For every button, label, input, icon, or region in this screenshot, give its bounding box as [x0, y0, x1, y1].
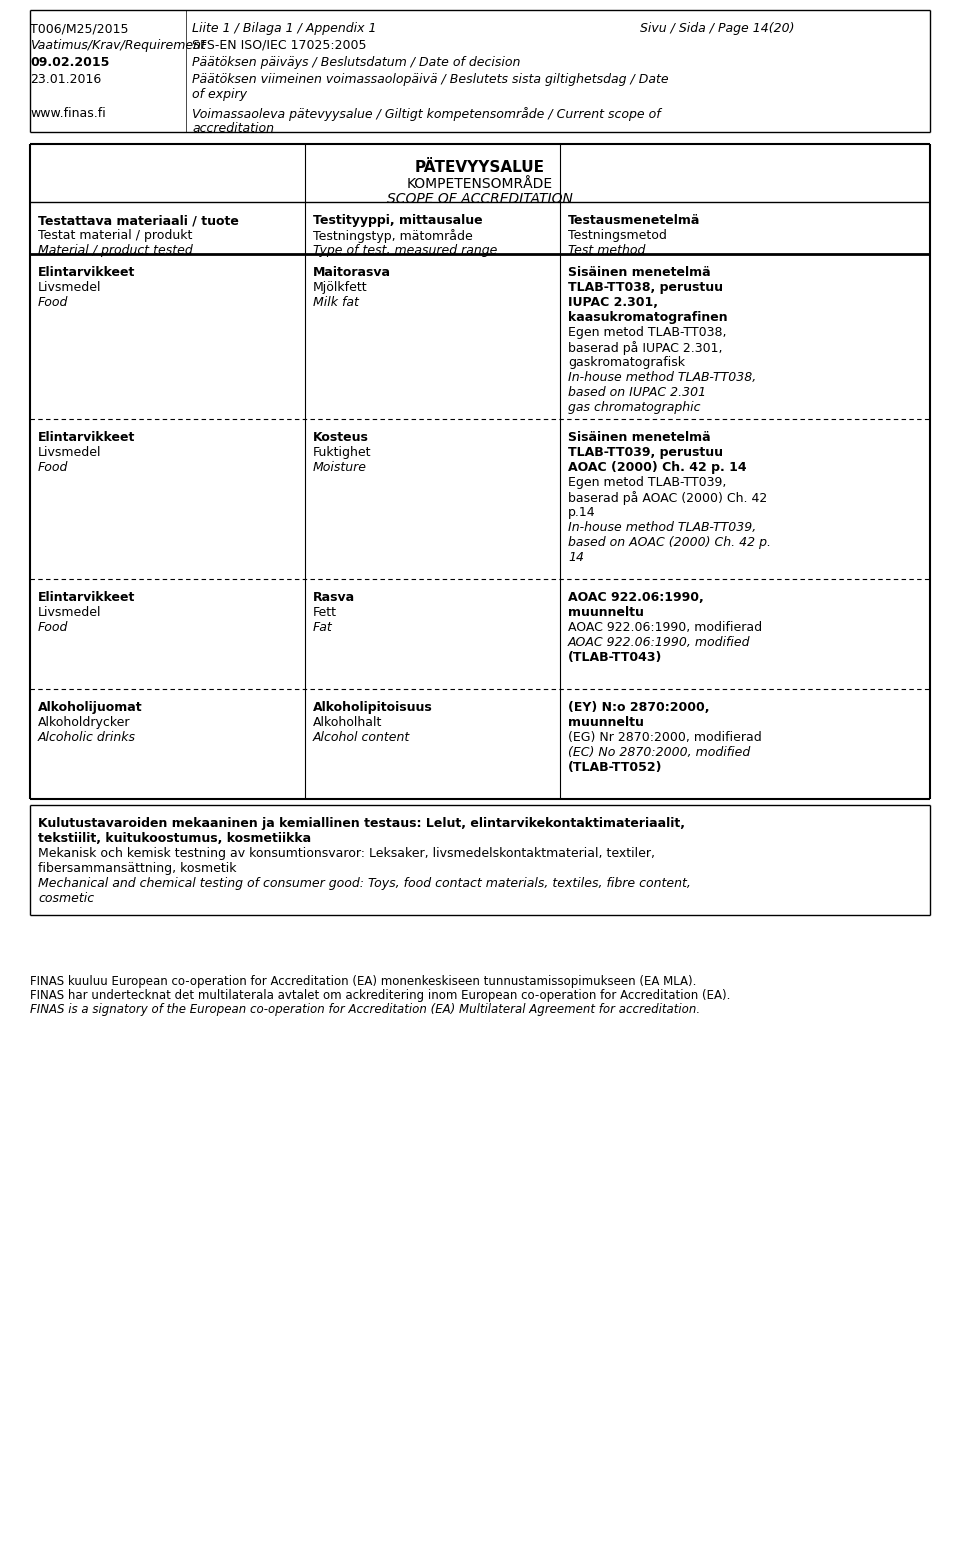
Text: AOAC (2000) Ch. 42 p. 14: AOAC (2000) Ch. 42 p. 14 — [568, 461, 747, 473]
Text: Testausmenetelmä: Testausmenetelmä — [568, 214, 701, 227]
Text: of expiry: of expiry — [192, 88, 247, 101]
Text: Alcoholic drinks: Alcoholic drinks — [38, 731, 136, 743]
Text: Fett: Fett — [313, 605, 337, 619]
Text: (TLAB-TT043): (TLAB-TT043) — [568, 650, 662, 664]
Text: Testningstyp, mätområde: Testningstyp, mätområde — [313, 230, 472, 244]
Text: SCOPE OF ACCREDITATION: SCOPE OF ACCREDITATION — [387, 192, 573, 206]
Text: Kosteus: Kosteus — [313, 431, 369, 444]
Text: 23.01.2016: 23.01.2016 — [30, 73, 101, 85]
Text: Livsmedel: Livsmedel — [38, 281, 102, 293]
Text: Material / product tested: Material / product tested — [38, 244, 193, 258]
Text: Kulutustavaroiden mekaaninen ja kemiallinen testaus: Lelut, elintarvikekontaktim: Kulutustavaroiden mekaaninen ja kemialli… — [38, 816, 685, 830]
Text: Egen metod TLAB-TT039,: Egen metod TLAB-TT039, — [568, 476, 727, 489]
Text: muunneltu: muunneltu — [568, 715, 644, 729]
Text: (EY) N:o 2870:2000,: (EY) N:o 2870:2000, — [568, 702, 709, 714]
Text: accreditation: accreditation — [192, 123, 274, 135]
Text: IUPAC 2.301,: IUPAC 2.301, — [568, 296, 658, 309]
Text: Alkoholdrycker: Alkoholdrycker — [38, 715, 131, 729]
Text: TLAB-TT039, perustuu: TLAB-TT039, perustuu — [568, 445, 723, 459]
Text: AOAC 922.06:1990, modified: AOAC 922.06:1990, modified — [568, 636, 751, 649]
Text: (TLAB-TT052): (TLAB-TT052) — [568, 760, 662, 774]
Text: Sisäinen menetelmä: Sisäinen menetelmä — [568, 431, 710, 444]
Text: KOMPETENSOMRÅDE: KOMPETENSOMRÅDE — [407, 177, 553, 191]
Text: Elintarvikkeet: Elintarvikkeet — [38, 265, 135, 279]
Text: Food: Food — [38, 461, 68, 473]
Text: based on AOAC (2000) Ch. 42 p.: based on AOAC (2000) Ch. 42 p. — [568, 535, 771, 549]
Text: AOAC 922.06:1990,: AOAC 922.06:1990, — [568, 591, 704, 604]
Text: Testningsmetod: Testningsmetod — [568, 230, 667, 242]
Text: T006/M25/2015: T006/M25/2015 — [30, 22, 129, 36]
Text: Alcohol content: Alcohol content — [313, 731, 410, 743]
Text: (EG) Nr 2870:2000, modifierad: (EG) Nr 2870:2000, modifierad — [568, 731, 761, 743]
Text: AOAC 922.06:1990, modifierad: AOAC 922.06:1990, modifierad — [568, 621, 762, 635]
Text: Mechanical and chemical testing of consumer good: Toys, food contact materials, : Mechanical and chemical testing of consu… — [38, 877, 691, 889]
Text: fibersammansättning, kosmetik: fibersammansättning, kosmetik — [38, 861, 236, 875]
Text: Vaatimus/Krav/Requirement: Vaatimus/Krav/Requirement — [30, 39, 205, 53]
Text: In-house method TLAB-TT039,: In-house method TLAB-TT039, — [568, 521, 756, 534]
Text: Milk fat: Milk fat — [313, 296, 359, 309]
Text: Alkoholhalt: Alkoholhalt — [313, 715, 382, 729]
Text: SFS-EN ISO/IEC 17025:2005: SFS-EN ISO/IEC 17025:2005 — [192, 39, 367, 53]
Text: 14: 14 — [568, 551, 584, 563]
Text: Sivu / Sida / Page 14(20): Sivu / Sida / Page 14(20) — [640, 22, 795, 36]
Text: 09.02.2015: 09.02.2015 — [30, 56, 109, 68]
Text: p.14: p.14 — [568, 506, 595, 518]
Text: Livsmedel: Livsmedel — [38, 605, 102, 619]
Text: Mjölkfett: Mjölkfett — [313, 281, 368, 293]
Text: Food: Food — [38, 296, 68, 309]
Text: Fat: Fat — [313, 621, 333, 635]
Text: In-house method TLAB-TT038,: In-house method TLAB-TT038, — [568, 371, 756, 383]
Text: based on IUPAC 2.301: based on IUPAC 2.301 — [568, 386, 707, 399]
Text: Päätöksen päiväys / Beslutsdatum / Date of decision: Päätöksen päiväys / Beslutsdatum / Date … — [192, 56, 520, 68]
Text: Fuktighet: Fuktighet — [313, 445, 372, 459]
Text: FINAS kuuluu European co-operation for Accreditation (EA) monenkeskiseen tunnust: FINAS kuuluu European co-operation for A… — [30, 975, 696, 989]
Text: baserad på IUPAC 2.301,: baserad på IUPAC 2.301, — [568, 341, 723, 355]
Text: Liite 1 / Bilaga 1 / Appendix 1: Liite 1 / Bilaga 1 / Appendix 1 — [192, 22, 376, 36]
Text: Alkoholijuomat: Alkoholijuomat — [38, 702, 143, 714]
Text: Egen metod TLAB-TT038,: Egen metod TLAB-TT038, — [568, 326, 727, 338]
Text: Testat material / produkt: Testat material / produkt — [38, 230, 192, 242]
Text: Livsmedel: Livsmedel — [38, 445, 102, 459]
Text: Testattava materiaali / tuote: Testattava materiaali / tuote — [38, 214, 239, 227]
Text: Maitorasva: Maitorasva — [313, 265, 391, 279]
Text: gaskromatografisk: gaskromatografisk — [568, 355, 685, 369]
Text: Elintarvikkeet: Elintarvikkeet — [38, 591, 135, 604]
Text: Alkoholipitoisuus: Alkoholipitoisuus — [313, 702, 433, 714]
Text: Food: Food — [38, 621, 68, 635]
Text: Voimassaoleva pätevyysalue / Giltigt kompetensområde / Current scope of: Voimassaoleva pätevyysalue / Giltigt kom… — [192, 107, 660, 121]
Text: Rasva: Rasva — [313, 591, 355, 604]
Text: FINAS is a signatory of the European co-operation for Accreditation (EA) Multila: FINAS is a signatory of the European co-… — [30, 1003, 700, 1017]
Text: Mekanisk och kemisk testning av konsumtionsvaror: Leksaker, livsmedelskontaktmat: Mekanisk och kemisk testning av konsumti… — [38, 847, 655, 860]
Text: TLAB-TT038, perustuu: TLAB-TT038, perustuu — [568, 281, 723, 293]
Text: Testityyppi, mittausalue: Testityyppi, mittausalue — [313, 214, 483, 227]
Text: tekstiilit, kuitukoostumus, kosmetiikka: tekstiilit, kuitukoostumus, kosmetiikka — [38, 832, 311, 844]
Text: Päätöksen viimeinen voimassaolopäivä / Beslutets sista giltighetsdag / Date: Päätöksen viimeinen voimassaolopäivä / B… — [192, 73, 668, 85]
Text: gas chromatographic: gas chromatographic — [568, 400, 701, 414]
Text: baserad på AOAC (2000) Ch. 42: baserad på AOAC (2000) Ch. 42 — [568, 490, 767, 504]
Text: (EC) No 2870:2000, modified: (EC) No 2870:2000, modified — [568, 747, 751, 759]
Text: Sisäinen menetelmä: Sisäinen menetelmä — [568, 265, 710, 279]
Text: muunneltu: muunneltu — [568, 605, 644, 619]
Text: Elintarvikkeet: Elintarvikkeet — [38, 431, 135, 444]
Text: FINAS har undertecknat det multilaterala avtalet om ackreditering inom European : FINAS har undertecknat det multilaterala… — [30, 989, 731, 1003]
Text: cosmetic: cosmetic — [38, 892, 94, 905]
Text: PÄTEVYYSALUE: PÄTEVYYSALUE — [415, 160, 545, 175]
Text: kaasukromatografinen: kaasukromatografinen — [568, 310, 728, 324]
Text: Test method: Test method — [568, 244, 645, 258]
Text: Type of test, measured range: Type of test, measured range — [313, 244, 497, 258]
Text: Moisture: Moisture — [313, 461, 367, 473]
Text: www.finas.fi: www.finas.fi — [30, 107, 106, 120]
